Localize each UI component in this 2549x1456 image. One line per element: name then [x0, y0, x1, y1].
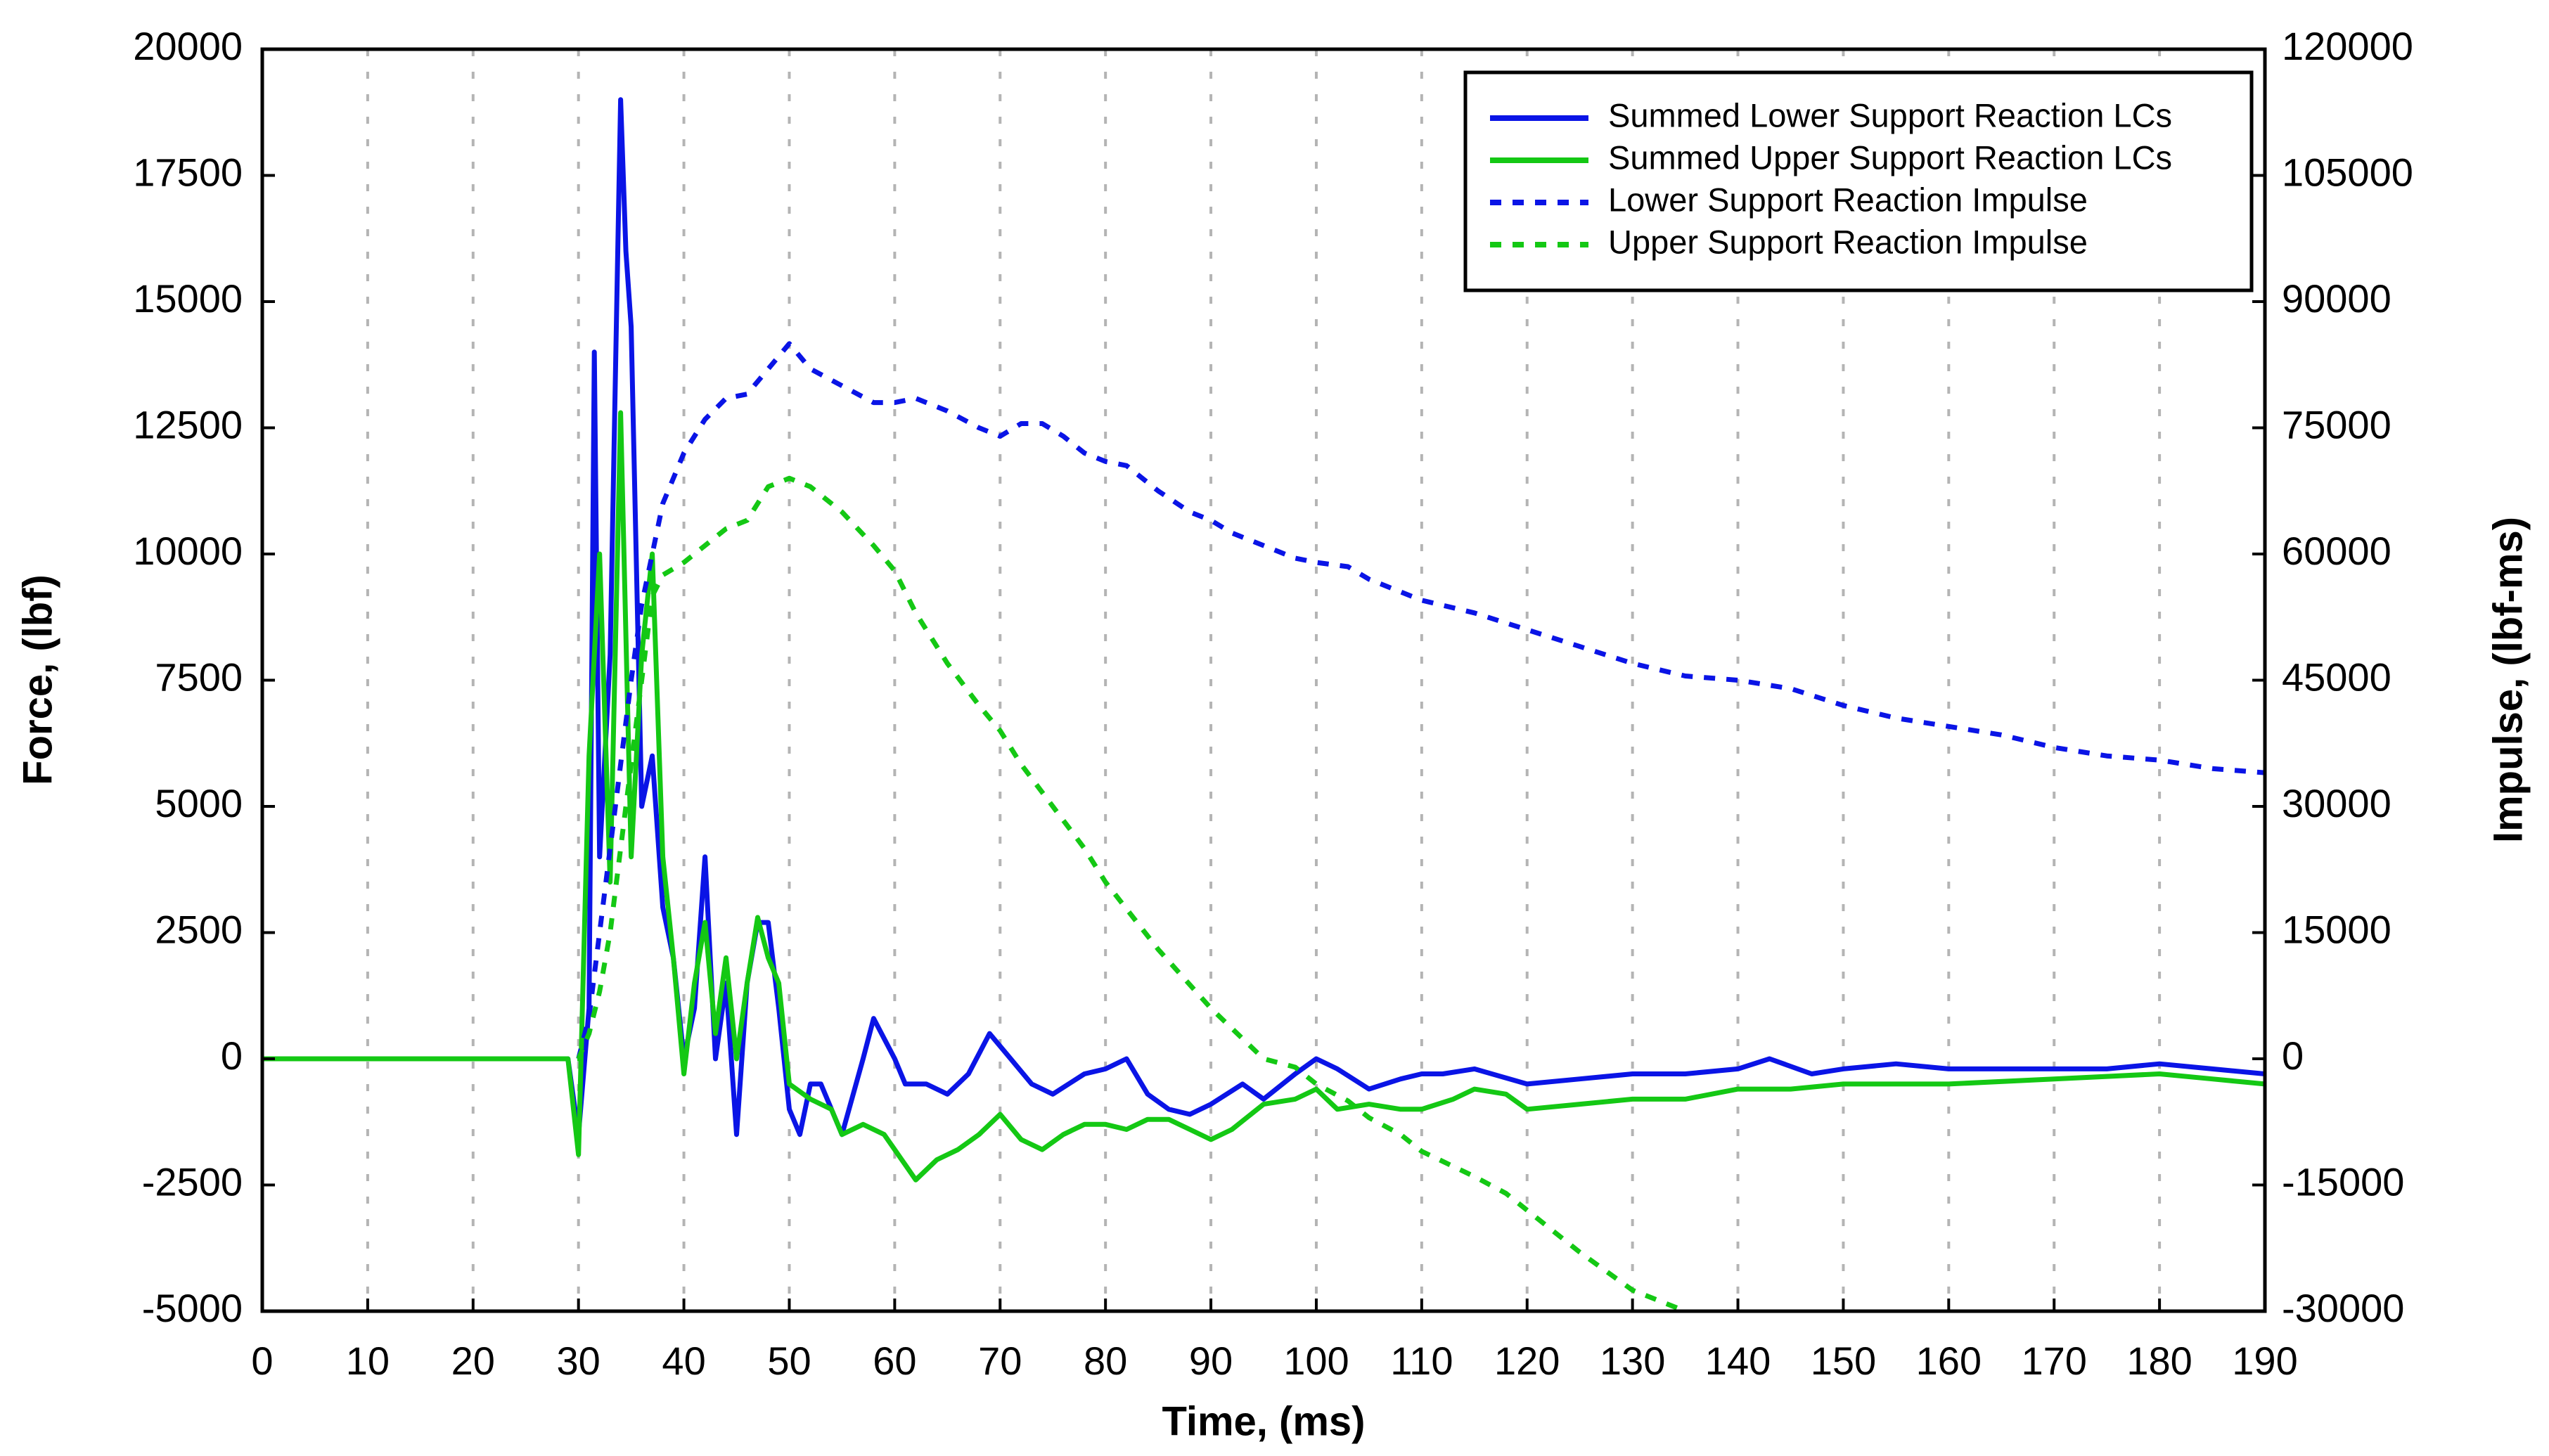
x-tick-label: 120: [1494, 1339, 1560, 1383]
y-tick-label: 20000: [133, 24, 243, 68]
x-tick-label: 0: [251, 1339, 273, 1383]
x-tick-label: 20: [451, 1339, 495, 1383]
y-tick-label: 2500: [155, 907, 243, 951]
series-line: [262, 475, 1686, 1311]
x-axis-title: Time, (ms): [1162, 1398, 1365, 1444]
y2-tick-label: 120000: [2282, 24, 2413, 68]
x-tick-label: 170: [2021, 1339, 2086, 1383]
y-tick-label: -2500: [142, 1159, 243, 1204]
y-tick-label: 15000: [133, 276, 243, 321]
y-tick-label: 7500: [155, 655, 243, 699]
y2-tick-label: 15000: [2282, 907, 2391, 951]
plot-lines: [262, 97, 2265, 1311]
y2-tick-label: 0: [2282, 1033, 2304, 1078]
x-tick-label: 30: [557, 1339, 601, 1383]
y-tick-label: 10000: [133, 529, 243, 573]
x-tick-label: 60: [873, 1339, 916, 1383]
x-tick-label: 50: [767, 1339, 811, 1383]
x-tick-label: 150: [1811, 1339, 1876, 1383]
series-line: [262, 97, 2265, 1138]
legend-label: Summed Upper Support Reaction LCs: [1608, 138, 2172, 176]
legend-label: Lower Support Reaction Impulse: [1608, 181, 2088, 218]
x-tick-label: 110: [1390, 1339, 1453, 1383]
x-tick-label: 140: [1705, 1339, 1771, 1383]
x-tick-label: 80: [1084, 1339, 1127, 1383]
y2-tick-label: 105000: [2282, 150, 2413, 194]
x-tick-label: 180: [2126, 1339, 2192, 1383]
y2-tick-label: 60000: [2282, 529, 2391, 573]
x-tick-label: 70: [978, 1339, 1022, 1383]
series-line: [262, 341, 2265, 1062]
y2-tick-label: 90000: [2282, 276, 2391, 321]
x-tick-label: 100: [1283, 1339, 1349, 1383]
ticks: 0 10 20 30 40 50 60 70 80 90 100 110 120 130 140 150 160…: [133, 24, 2413, 1383]
series-line: [262, 410, 2265, 1183]
y2-axis-title: Impulse, (lbf-ms): [2485, 517, 2531, 843]
y-tick-label: 17500: [133, 150, 243, 194]
y-tick-label: 12500: [133, 402, 243, 446]
x-tick-label: 190: [2232, 1339, 2297, 1383]
y2-tick-label: 45000: [2282, 655, 2391, 699]
y-axis-title: Force, (lbf): [15, 574, 60, 785]
y-tick-label: -5000: [142, 1286, 243, 1330]
legend-label: Summed Lower Support Reaction LCs: [1608, 96, 2172, 134]
x-tick-label: 10: [346, 1339, 390, 1383]
y-tick-label: 5000: [155, 781, 243, 825]
y2-tick-label: 30000: [2282, 781, 2391, 825]
y-tick-label: 0: [221, 1033, 243, 1078]
x-tick-label: 130: [1600, 1339, 1665, 1383]
legend: Summed Lower Support Reaction LCs Summed …: [1463, 70, 2254, 292]
x-tick-label: 40: [662, 1339, 705, 1383]
grid: [366, 49, 2162, 1311]
legend-label: Upper Support Reaction Impulse: [1608, 223, 2088, 260]
y2-tick-label: 75000: [2282, 402, 2391, 446]
legend-box: [1463, 70, 2254, 292]
x-tick-label: 90: [1189, 1339, 1233, 1383]
y2-tick-label: -15000: [2282, 1159, 2404, 1204]
y2-tick-label: -30000: [2282, 1286, 2404, 1330]
x-tick-label: 160: [1916, 1339, 1982, 1383]
